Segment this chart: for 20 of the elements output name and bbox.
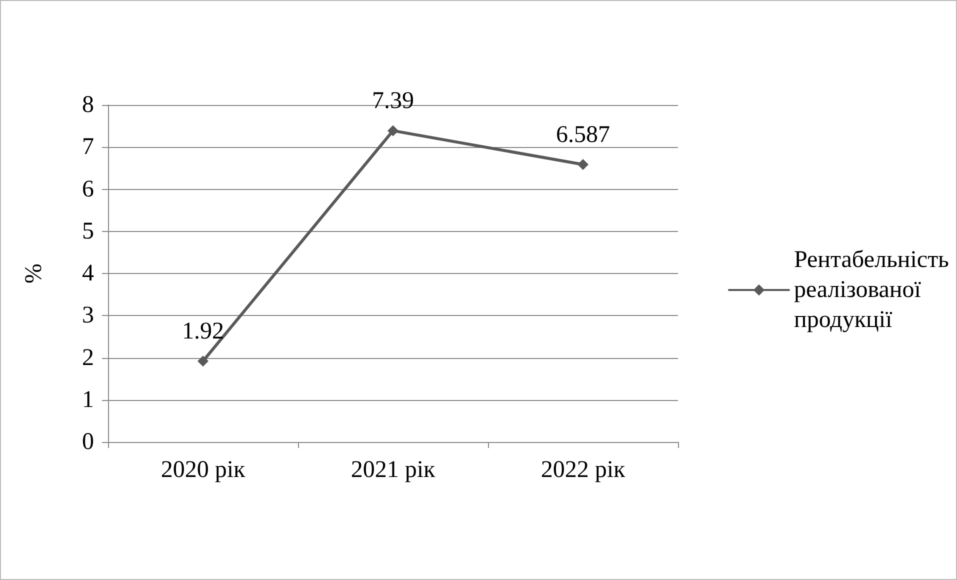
y-tick-label: 4	[82, 260, 94, 286]
data-label: 6.587	[556, 122, 610, 148]
data-label: 7.39	[372, 88, 414, 114]
data-label: 1.92	[182, 318, 224, 345]
y-tick-label: 2	[82, 344, 94, 371]
y-tick-label: 0	[82, 429, 94, 455]
y-axis-title: %	[21, 264, 47, 284]
y-tick-label: 5	[82, 218, 94, 244]
x-tick-label: 2021 рік	[350, 457, 436, 483]
x-tick-label: 2022 рік	[540, 457, 626, 483]
y-tick-label: 7	[82, 134, 94, 160]
y-tick-label: 8	[82, 92, 94, 118]
point	[388, 125, 398, 136]
point	[198, 356, 208, 367]
point	[578, 159, 588, 170]
legend-label: Рентабельність реалізованої продукції	[794, 247, 950, 333]
y-tick-label: 1	[82, 386, 94, 413]
y-tick-label: 3	[82, 302, 94, 329]
y-tick-label: 6	[82, 176, 94, 202]
x-tick-label: 2020 рік	[160, 457, 246, 483]
